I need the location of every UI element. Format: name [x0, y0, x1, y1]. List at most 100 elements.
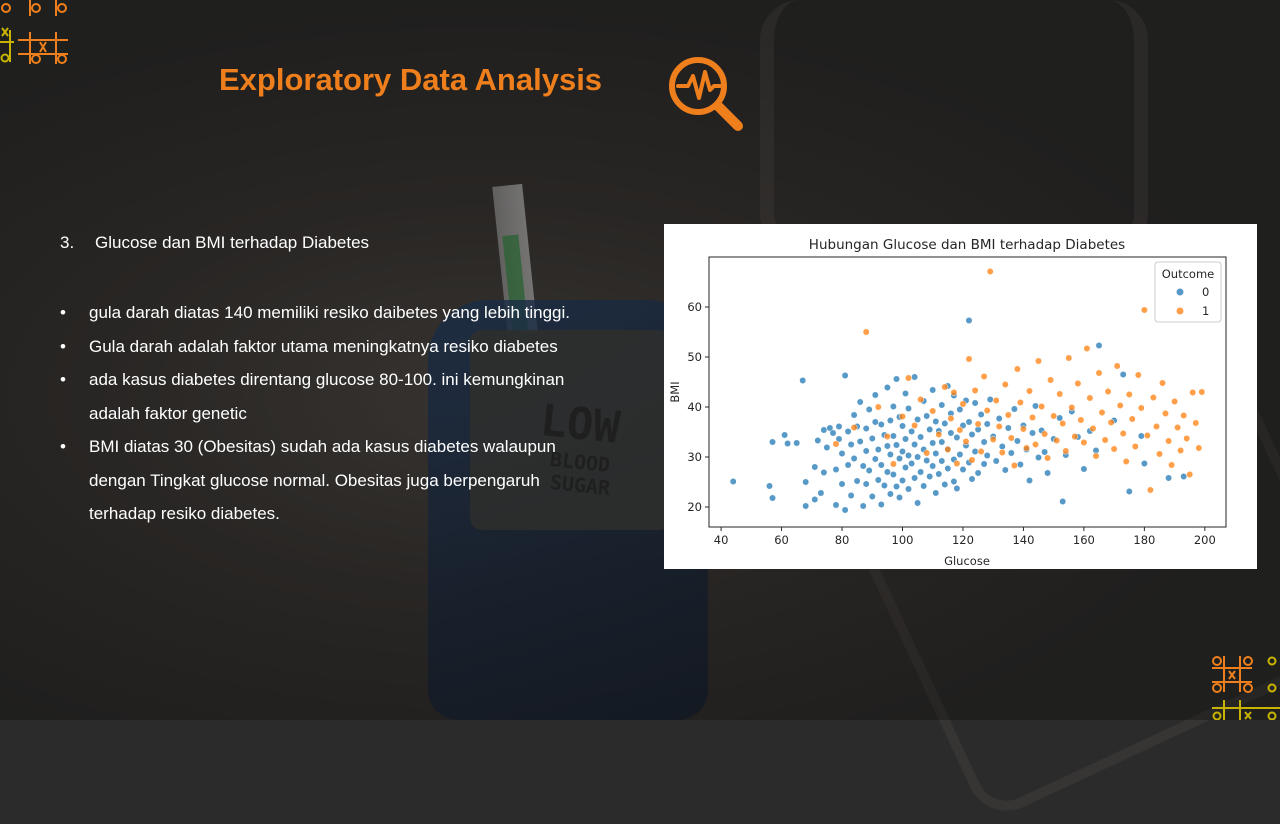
data-point-outcome-1	[983, 407, 991, 414]
data-point-outcome-1	[1146, 486, 1154, 494]
data-point-outcome-0	[980, 438, 988, 446]
data-point-outcome-0	[853, 477, 861, 485]
data-point-outcome-0	[889, 432, 897, 440]
data-point-outcome-0	[965, 418, 973, 426]
data-point-outcome-0	[865, 467, 873, 474]
data-point-outcome-1	[1053, 437, 1061, 444]
legend-label-1: 1	[1202, 304, 1209, 318]
data-point-outcome-0	[874, 446, 882, 453]
data-point-outcome-0	[1119, 371, 1127, 378]
data-point-outcome-1	[965, 355, 973, 363]
data-point-outcome-1	[953, 460, 961, 467]
data-point-outcome-0	[859, 502, 867, 510]
data-point-outcome-0	[926, 473, 934, 480]
scatter-chart: Hubungan Glucose dan BMI terhadap Diabet…	[668, 237, 1227, 568]
data-point-outcome-0	[1029, 429, 1036, 437]
data-point-outcome-0	[817, 489, 825, 497]
section-number: 3.	[60, 233, 75, 252]
data-point-outcome-1	[1080, 439, 1088, 446]
data-point-outcome-0	[905, 405, 912, 412]
data-point-outcome-1	[1171, 398, 1179, 405]
data-point-outcome-1	[1068, 404, 1076, 411]
data-point-outcome-0	[953, 434, 961, 441]
section-heading-text: Glucose dan BMI terhadap Diabetes	[95, 233, 370, 252]
data-point-outcome-0	[1059, 498, 1067, 505]
data-point-outcome-1	[968, 456, 976, 464]
data-point-outcome-0	[832, 466, 840, 473]
data-point-outcome-1	[1156, 450, 1163, 458]
chart-title: Hubungan Glucose dan BMI terhadap Diabet…	[809, 237, 1125, 253]
data-point-outcome-1	[962, 438, 970, 445]
data-point-outcome-1	[874, 403, 882, 411]
legend-box	[1154, 261, 1222, 323]
data-point-outcome-0	[995, 415, 1003, 422]
data-point-outcome-0	[802, 478, 810, 486]
data-point-outcome-1	[1019, 425, 1027, 433]
data-point-outcome-1	[1032, 441, 1039, 448]
chart-panel: Hubungan Glucose dan BMI terhadap Diabet…	[664, 224, 1257, 569]
data-point-outcome-1	[1192, 419, 1200, 427]
data-point-outcome-1	[1026, 387, 1033, 395]
data-point-outcome-0	[932, 418, 940, 425]
data-point-outcome-1	[1044, 454, 1052, 462]
section-heading: 3. Glucose dan BMI terhadap Diabetes	[60, 233, 369, 253]
data-point-outcome-1	[995, 423, 1003, 430]
y-tick-label: 30	[687, 450, 702, 464]
data-point-outcome-0	[959, 466, 967, 473]
data-point-outcome-0	[868, 493, 876, 500]
data-point-outcome-0	[914, 499, 922, 507]
data-point-outcome-1	[1086, 394, 1094, 402]
legend-label-0: 0	[1202, 285, 1209, 299]
data-point-outcome-1	[1071, 433, 1079, 440]
data-point-outcome-0	[1016, 461, 1024, 468]
data-point-outcome-0	[874, 476, 882, 484]
data-point-outcome-0	[905, 452, 912, 459]
y-axis: 20 30 40 50 60	[687, 300, 709, 514]
data-point-outcome-0	[944, 465, 952, 472]
data-point-outcome-1	[989, 436, 997, 443]
data-point-outcome-1	[1077, 416, 1085, 424]
data-point-outcome-1	[1065, 354, 1073, 362]
x-axis: 40 60 80 100 120 140 160 180 200	[714, 527, 1216, 547]
data-point-outcome-1	[1107, 419, 1115, 426]
data-point-outcome-0	[902, 435, 909, 443]
data-point-outcome-1	[1059, 420, 1067, 427]
data-point-outcome-0	[923, 457, 931, 464]
data-point-outcome-1	[1029, 414, 1036, 421]
data-point-outcome-1	[1113, 362, 1121, 370]
data-point-outcome-0	[983, 420, 991, 428]
data-point-outcome-0	[847, 492, 855, 499]
data-point-outcome-0	[986, 396, 994, 403]
data-point-outcome-0	[1137, 432, 1145, 440]
data-point-outcome-0	[914, 416, 922, 423]
data-point-outcome-0	[838, 480, 846, 488]
data-point-outcome-0	[896, 494, 903, 501]
x-tick-label: 120	[952, 533, 974, 547]
plot-area-frame	[708, 256, 1227, 528]
data-point-outcome-0	[1165, 474, 1173, 482]
data-point-outcome-0	[844, 461, 852, 469]
data-point-outcome-0	[899, 422, 906, 430]
data-point-outcome-0	[850, 411, 858, 419]
data-point-outcome-1	[1186, 471, 1194, 478]
data-point-outcome-0	[911, 373, 919, 381]
data-point-outcome-0	[889, 471, 897, 478]
data-point-outcome-0	[956, 406, 964, 413]
data-point-outcome-0	[832, 501, 840, 509]
data-point-outcome-0	[865, 406, 873, 413]
data-point-outcome-0	[905, 485, 912, 493]
data-point-outcome-0	[1125, 488, 1133, 495]
data-point-outcome-1	[1098, 409, 1106, 416]
data-point-outcome-0	[829, 429, 837, 437]
data-point-outcome-1	[1010, 462, 1018, 469]
data-point-outcome-0	[835, 423, 843, 430]
scatter-points	[729, 268, 1206, 514]
data-point-outcome-1	[1023, 444, 1030, 452]
data-point-outcome-1	[1134, 371, 1142, 379]
data-point-outcome-1	[1047, 376, 1055, 384]
data-point-outcome-0	[968, 475, 976, 483]
data-point-outcome-1	[832, 440, 840, 448]
data-point-outcome-1	[1062, 447, 1070, 455]
data-point-outcome-0	[941, 481, 949, 488]
data-point-outcome-1	[950, 389, 958, 396]
